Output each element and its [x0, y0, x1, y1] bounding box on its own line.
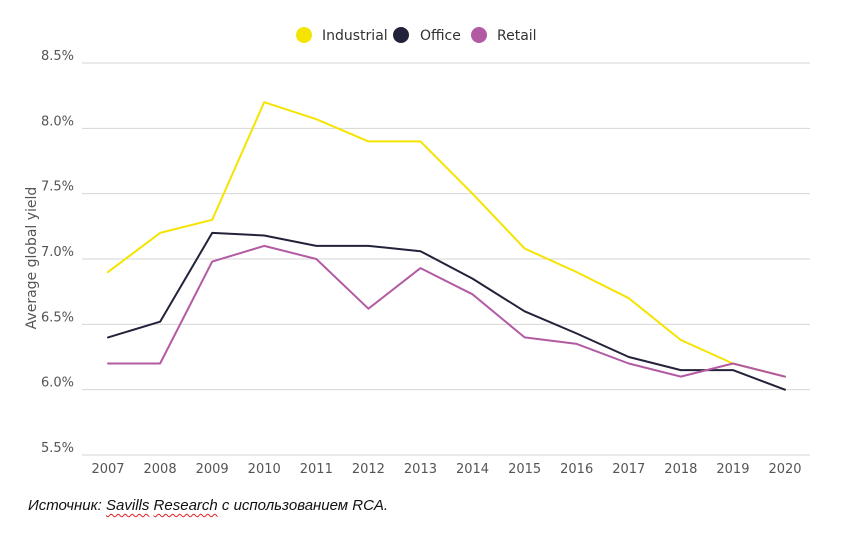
y-tick-label: 7.5% [41, 180, 74, 195]
x-tick-label: 2017 [612, 462, 645, 477]
x-tick-label: 2008 [144, 462, 177, 477]
series-line-industrial [108, 102, 785, 376]
x-tick-label: 2019 [716, 462, 749, 477]
y-tick-label: 7.0% [41, 245, 74, 260]
legend-label-industrial: Industrial [322, 28, 388, 44]
x-tick-label: 2014 [456, 462, 489, 477]
y-axis-ticks: 5.5% 6.0% 6.5% 7.0% 7.5% 8.0% 8.5% [41, 49, 74, 456]
legend-marker-retail [471, 27, 487, 43]
x-tick-label: 2015 [508, 462, 541, 477]
source-link-savills: Savills [106, 497, 149, 514]
gridlines [82, 63, 810, 455]
x-axis-ticks: 2007 2008 2009 2010 2011 2012 2013 2014 2015 2016… [91, 462, 801, 477]
series-line-office [108, 233, 785, 390]
x-tick-label: 2016 [560, 462, 593, 477]
source-link-research: Research [154, 497, 218, 514]
legend-marker-industrial [296, 27, 312, 43]
x-tick-label: 2012 [352, 462, 385, 477]
x-tick-label: 2007 [91, 462, 124, 477]
y-tick-label: 6.5% [41, 310, 74, 325]
x-tick-label: 2009 [196, 462, 229, 477]
legend-marker-office [393, 27, 409, 43]
x-tick-label: 2011 [300, 462, 333, 477]
x-tick-label: 2010 [248, 462, 281, 477]
source-prefix: Источник: [28, 497, 106, 514]
series-lines [108, 102, 785, 390]
chart: 5.5%6.0%6.5%7.0%7.5%8.0%8.5% 2007 2008 200… [0, 0, 842, 490]
x-tick-label: 2018 [664, 462, 697, 477]
x-tick-label: 2020 [768, 462, 801, 477]
legend-label-office: Office [420, 28, 461, 44]
x-tick-label: 2013 [404, 462, 437, 477]
y-axis-title: Average global yield [24, 187, 40, 330]
y-tick-label: 8.5% [41, 49, 74, 64]
y-tick-label: 8.0% [41, 114, 74, 129]
legend-label-retail: Retail [497, 28, 537, 44]
source-note: Источник: Savills Research с использован… [28, 497, 388, 514]
source-suffix: с использованием RCA. [218, 497, 388, 514]
legend: Industrial Office Retail [296, 27, 537, 44]
y-tick-label: 6.0% [41, 376, 74, 391]
y-tick-label: 5.5% [41, 441, 74, 456]
